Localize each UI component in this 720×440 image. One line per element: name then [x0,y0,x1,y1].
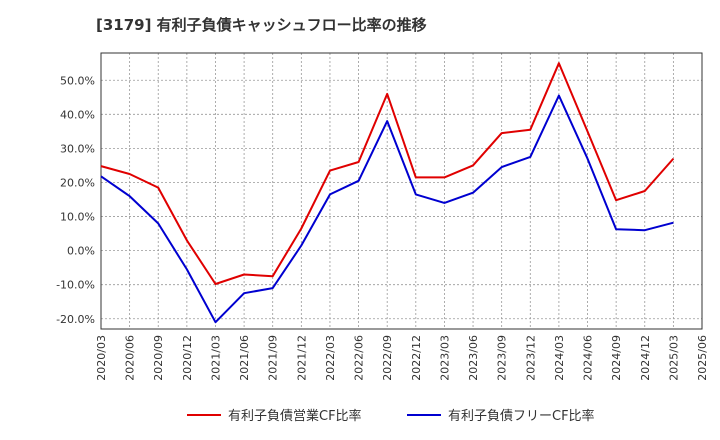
x-tick-label: 2024/03 [553,335,566,381]
y-tick-label: 10.0% [60,211,95,224]
x-tick-label: 2023/03 [438,335,451,381]
x-tick-label: 2020/06 [124,335,137,381]
chart-title: [3179] 有利子負債キャッシュフロー比率の推移 [96,16,427,34]
y-tick-label: -20.0% [56,313,95,326]
x-tick-label: 2022/12 [410,335,423,381]
x-tick-label: 2020/12 [181,335,194,381]
x-tick-label: 2021/06 [238,335,251,381]
x-tick-label: 2022/03 [324,335,337,381]
y-tick-label: 50.0% [60,74,95,87]
x-tick-label: 2021/09 [267,335,280,381]
x-tick-label: 2025/06 [696,335,709,381]
legend-label-0: 有利子負債営業CF比率 [228,408,362,424]
x-tick-label: 2024/12 [639,335,652,381]
plot-border [100,52,703,330]
y-tick-label: 0.0% [67,245,95,258]
y-tick-label: 30.0% [60,142,95,155]
y-tick-label: -10.0% [56,279,95,292]
x-tick-label: 2024/09 [610,335,623,381]
x-tick-label: 2022/09 [381,335,394,381]
x-tick-label: 2025/03 [667,335,680,381]
legend-label-1: 有利子負債フリーCF比率 [448,408,595,424]
series-line-0 [100,62,675,285]
y-tick-label: 40.0% [60,108,95,121]
x-tick-label: 2023/12 [524,335,537,381]
series-line-1 [100,94,674,324]
x-tick-label: 2021/12 [295,335,308,381]
y-tick-label: 20.0% [60,176,95,189]
x-tick-label: 2020/09 [152,335,165,381]
x-tick-label: 2022/06 [353,335,366,381]
x-tick-label: 2024/06 [582,335,595,381]
x-tick-label: 2023/09 [496,335,509,381]
x-tick-label: 2021/03 [209,335,222,381]
x-tick-label: 2023/06 [467,335,480,381]
x-tick-label: 2020/03 [95,335,108,381]
